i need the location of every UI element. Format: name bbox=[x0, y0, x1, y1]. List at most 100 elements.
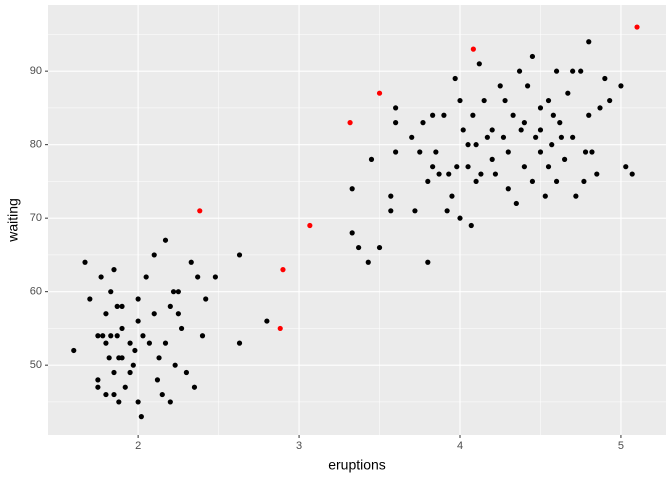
point bbox=[349, 230, 355, 236]
point bbox=[138, 414, 144, 420]
point bbox=[586, 112, 592, 118]
point bbox=[412, 208, 418, 214]
point bbox=[425, 259, 431, 265]
point bbox=[135, 296, 141, 302]
point bbox=[356, 244, 362, 251]
x-tick-label: 2 bbox=[135, 440, 141, 452]
point bbox=[537, 149, 544, 155]
point bbox=[602, 75, 608, 82]
point bbox=[529, 53, 536, 60]
point bbox=[100, 333, 106, 339]
point bbox=[492, 171, 499, 177]
point bbox=[347, 120, 353, 126]
point bbox=[236, 340, 243, 346]
point bbox=[130, 362, 136, 368]
x-tick-label: 4 bbox=[457, 440, 463, 452]
point bbox=[376, 244, 383, 251]
point bbox=[175, 311, 181, 317]
point bbox=[188, 259, 194, 265]
point bbox=[553, 68, 560, 74]
point bbox=[449, 193, 455, 199]
point bbox=[203, 296, 209, 302]
point bbox=[537, 127, 544, 133]
point bbox=[444, 208, 450, 214]
point bbox=[82, 259, 88, 265]
point bbox=[236, 252, 243, 258]
point bbox=[433, 149, 439, 155]
point bbox=[167, 303, 173, 309]
point bbox=[502, 97, 508, 104]
point bbox=[108, 333, 114, 339]
point bbox=[195, 274, 201, 280]
point bbox=[151, 311, 157, 317]
point bbox=[586, 39, 592, 45]
point bbox=[446, 171, 452, 177]
point bbox=[481, 97, 487, 104]
point bbox=[582, 149, 589, 155]
point bbox=[468, 222, 474, 229]
point bbox=[470, 46, 476, 52]
point bbox=[542, 193, 548, 199]
point bbox=[349, 186, 355, 192]
point bbox=[441, 112, 447, 118]
point bbox=[135, 399, 141, 405]
point bbox=[175, 289, 181, 295]
point bbox=[578, 68, 584, 74]
point bbox=[119, 325, 125, 332]
point bbox=[122, 384, 128, 390]
point bbox=[87, 296, 93, 302]
point bbox=[529, 178, 536, 185]
point bbox=[489, 127, 495, 133]
point bbox=[162, 237, 169, 243]
point bbox=[478, 171, 484, 177]
point bbox=[545, 97, 552, 104]
y-tick-label: 80 bbox=[30, 139, 42, 151]
point bbox=[167, 399, 173, 405]
point bbox=[505, 149, 511, 155]
point bbox=[634, 24, 640, 30]
point bbox=[116, 399, 122, 405]
point bbox=[537, 105, 544, 111]
point bbox=[127, 369, 133, 376]
point bbox=[197, 208, 203, 214]
point bbox=[98, 274, 104, 280]
point bbox=[473, 178, 479, 185]
point bbox=[629, 171, 635, 177]
point bbox=[510, 112, 516, 118]
y-tick-label: 70 bbox=[30, 212, 42, 224]
point bbox=[516, 68, 523, 74]
point bbox=[558, 134, 564, 140]
point bbox=[465, 164, 471, 170]
point bbox=[570, 134, 576, 140]
point bbox=[95, 384, 101, 390]
point bbox=[545, 164, 552, 170]
point bbox=[154, 377, 161, 383]
point bbox=[454, 164, 460, 170]
point bbox=[425, 178, 431, 185]
point bbox=[436, 171, 442, 177]
point bbox=[393, 105, 399, 111]
point bbox=[618, 83, 624, 89]
point bbox=[430, 112, 436, 118]
point bbox=[521, 120, 527, 126]
point bbox=[162, 340, 169, 346]
point bbox=[95, 333, 101, 339]
point bbox=[513, 200, 519, 207]
point bbox=[594, 171, 600, 177]
y-axis-title: waiting bbox=[5, 198, 21, 243]
panel bbox=[48, 5, 666, 435]
point bbox=[119, 303, 125, 309]
point bbox=[476, 61, 482, 67]
y-tick-label: 90 bbox=[30, 65, 42, 77]
point bbox=[388, 193, 394, 199]
point bbox=[430, 164, 436, 170]
point bbox=[550, 112, 556, 118]
point bbox=[146, 340, 152, 346]
point bbox=[111, 369, 117, 376]
point bbox=[178, 325, 185, 332]
point bbox=[172, 362, 178, 368]
point bbox=[307, 222, 313, 229]
x-axis-title: eruptions bbox=[328, 457, 386, 473]
